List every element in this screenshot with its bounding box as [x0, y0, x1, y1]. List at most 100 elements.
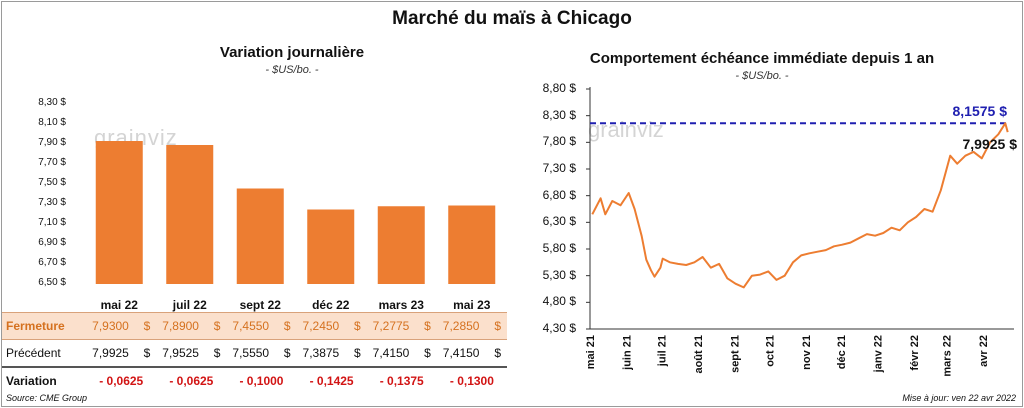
right-chart-unit: - $US/bo. - [735, 70, 789, 82]
table-cell-prev: 7,3875 $ [297, 340, 367, 368]
bar [307, 209, 355, 284]
left-y-tick: 8,10 $ [38, 117, 66, 128]
cell-box: 7,3875 $ [297, 346, 367, 360]
x-tick-label: mars 22 [942, 335, 954, 377]
grainviz-watermark-right: grainviz [588, 117, 664, 142]
table-cell-close: 7,2450 $ [297, 313, 367, 340]
price-series [586, 87, 1014, 330]
category-label: mai 23 [453, 298, 491, 312]
cell-value: 7,9525 [162, 346, 199, 360]
price-line [591, 122, 1009, 289]
cell-currency: $ [353, 346, 361, 360]
cell-currency: $ [283, 319, 291, 333]
left-y-tick: 6,50 $ [38, 277, 66, 288]
update-note: Mise à jour: ven 22 avr 2022 [902, 393, 1016, 403]
row-label-var: Variation [6, 374, 57, 388]
x-tick-label: nov 21 [801, 335, 813, 370]
cell-currency: $ [353, 319, 361, 333]
cell-box: 7,2850 $ [437, 319, 507, 333]
source-note: Source: CME Group [6, 393, 88, 403]
cell-value: 7,2775 [372, 319, 410, 333]
category-label: mars 23 [378, 298, 424, 312]
table-cell-close: 7,2775 $ [367, 313, 437, 340]
cell-box: 7,2775 $ [367, 319, 437, 333]
cell-currency: $ [143, 346, 151, 360]
cell-value: 7,8900 [162, 319, 199, 333]
cell-value: 7,9300 [92, 319, 129, 333]
last-price-label: 7,9925 $ [963, 136, 1018, 152]
category-label: mai 22 [100, 298, 138, 312]
table-cell-close: 7,2850 $ [437, 313, 507, 340]
row-label-prev: Précédent [6, 346, 61, 360]
table-cell-prev: 7,4150 $ [437, 340, 507, 368]
table-cell-prev: 7,5550 $ [226, 340, 296, 368]
summary-table: Fermeture 7,9300 $7,8900 $7,4550 $7,2450 $7,… [2, 312, 507, 394]
cell-box: 7,4150 $ [367, 346, 437, 360]
table-cell-prev: 7,4150 $ [367, 340, 437, 368]
left-y-tick: 6,70 $ [38, 257, 66, 268]
right-y-tick: 6,80 $ [542, 187, 576, 202]
left-y-tick: 7,10 $ [38, 217, 66, 228]
x-tick-label: juil 21 [657, 335, 669, 367]
cell-currency: $ [494, 346, 501, 360]
left-y-tick: 7,50 $ [38, 177, 66, 188]
right-y-tick: 5,80 $ [542, 241, 576, 255]
cell-currency: $ [424, 346, 431, 360]
cell-box: 7,9300 $ [86, 319, 156, 333]
bar [377, 206, 425, 284]
table-cell-close: 7,4550 $ [226, 313, 296, 340]
x-tick-label: janv 22 [872, 335, 884, 373]
cell-value: 7,2450 [302, 319, 340, 333]
cell-box: 7,8900 $ [156, 319, 226, 333]
table-cell-close: 7,8900 $ [156, 313, 226, 340]
x-tick-label: oct 21 [764, 335, 776, 367]
x-tick-label: août 21 [693, 335, 705, 374]
x-tick-label: avr 22 [978, 335, 990, 367]
cell-value: 7,5550 [232, 346, 270, 360]
cell-box: 7,4550 $ [226, 319, 296, 333]
left-chart-unit: - $US/bo. - [265, 64, 319, 76]
cell-value: 7,4150 [372, 346, 410, 360]
right-y-tick: 7,80 $ [542, 134, 576, 149]
cell-currency: $ [494, 319, 501, 333]
max-price-label: 8,1575 $ [953, 103, 1008, 119]
x-tick-label: févr 22 [909, 335, 921, 370]
table-row-prev: Précédent 7,9925 $7,9525 $7,5550 $7,3875 $7,… [2, 340, 507, 368]
table-cell-var: - 0,1000 [239, 374, 284, 388]
table-cell-var: - 0,0625 [169, 374, 214, 388]
bar [95, 141, 143, 284]
category-label: sept 22 [239, 298, 281, 312]
cell-box: 7,2450 $ [297, 319, 367, 333]
cell-box: 7,9525 $ [156, 346, 226, 360]
right-y-tick: 8,30 $ [542, 107, 576, 122]
cell-currency: $ [213, 346, 221, 360]
right-x-axis: mai 21 juin 21 juil 21 août 21 sept 21 oct 21… [585, 335, 990, 377]
left-y-tick: 7,30 $ [38, 197, 66, 208]
table-row-close: Fermeture 7,9300 $7,8900 $7,4550 $7,2450 $7,… [2, 312, 507, 340]
cell-value: 7,4550 [232, 319, 270, 333]
right-y-tick: 8,80 $ [542, 81, 576, 95]
left-y-tick: 7,90 $ [38, 137, 66, 148]
bar [166, 145, 214, 284]
category-label: juil 22 [172, 298, 207, 312]
table-cell-var: - 0,1300 [449, 374, 494, 388]
x-tick-label: déc 21 [836, 335, 848, 369]
right-chart-title: Comportement échéance immédiate depuis 1… [589, 50, 935, 67]
x-tick-label: mai 21 [585, 335, 597, 369]
bar [236, 188, 284, 284]
cell-currency: $ [143, 319, 151, 333]
table-row-var: Variation - 0,0625 - 0,0625 - 0,1000 - 0,14… [2, 367, 507, 394]
table-cell-prev: 7,9925 $ [86, 340, 156, 368]
page-title: Marché du maïs à Chicago [392, 8, 632, 29]
right-y-tick: 7,30 $ [542, 161, 576, 175]
left-y-tick: 8,30 $ [38, 97, 66, 108]
bar-series [95, 141, 496, 284]
right-y-tick: 6,30 $ [542, 214, 576, 229]
x-tick-label: juin 21 [621, 335, 633, 371]
cell-value: 7,3875 [302, 346, 340, 360]
left-y-tick: 6,90 $ [38, 237, 66, 248]
table-cell-var: - 0,1425 [309, 374, 354, 388]
x-tick-label: sept 21 [729, 335, 741, 373]
